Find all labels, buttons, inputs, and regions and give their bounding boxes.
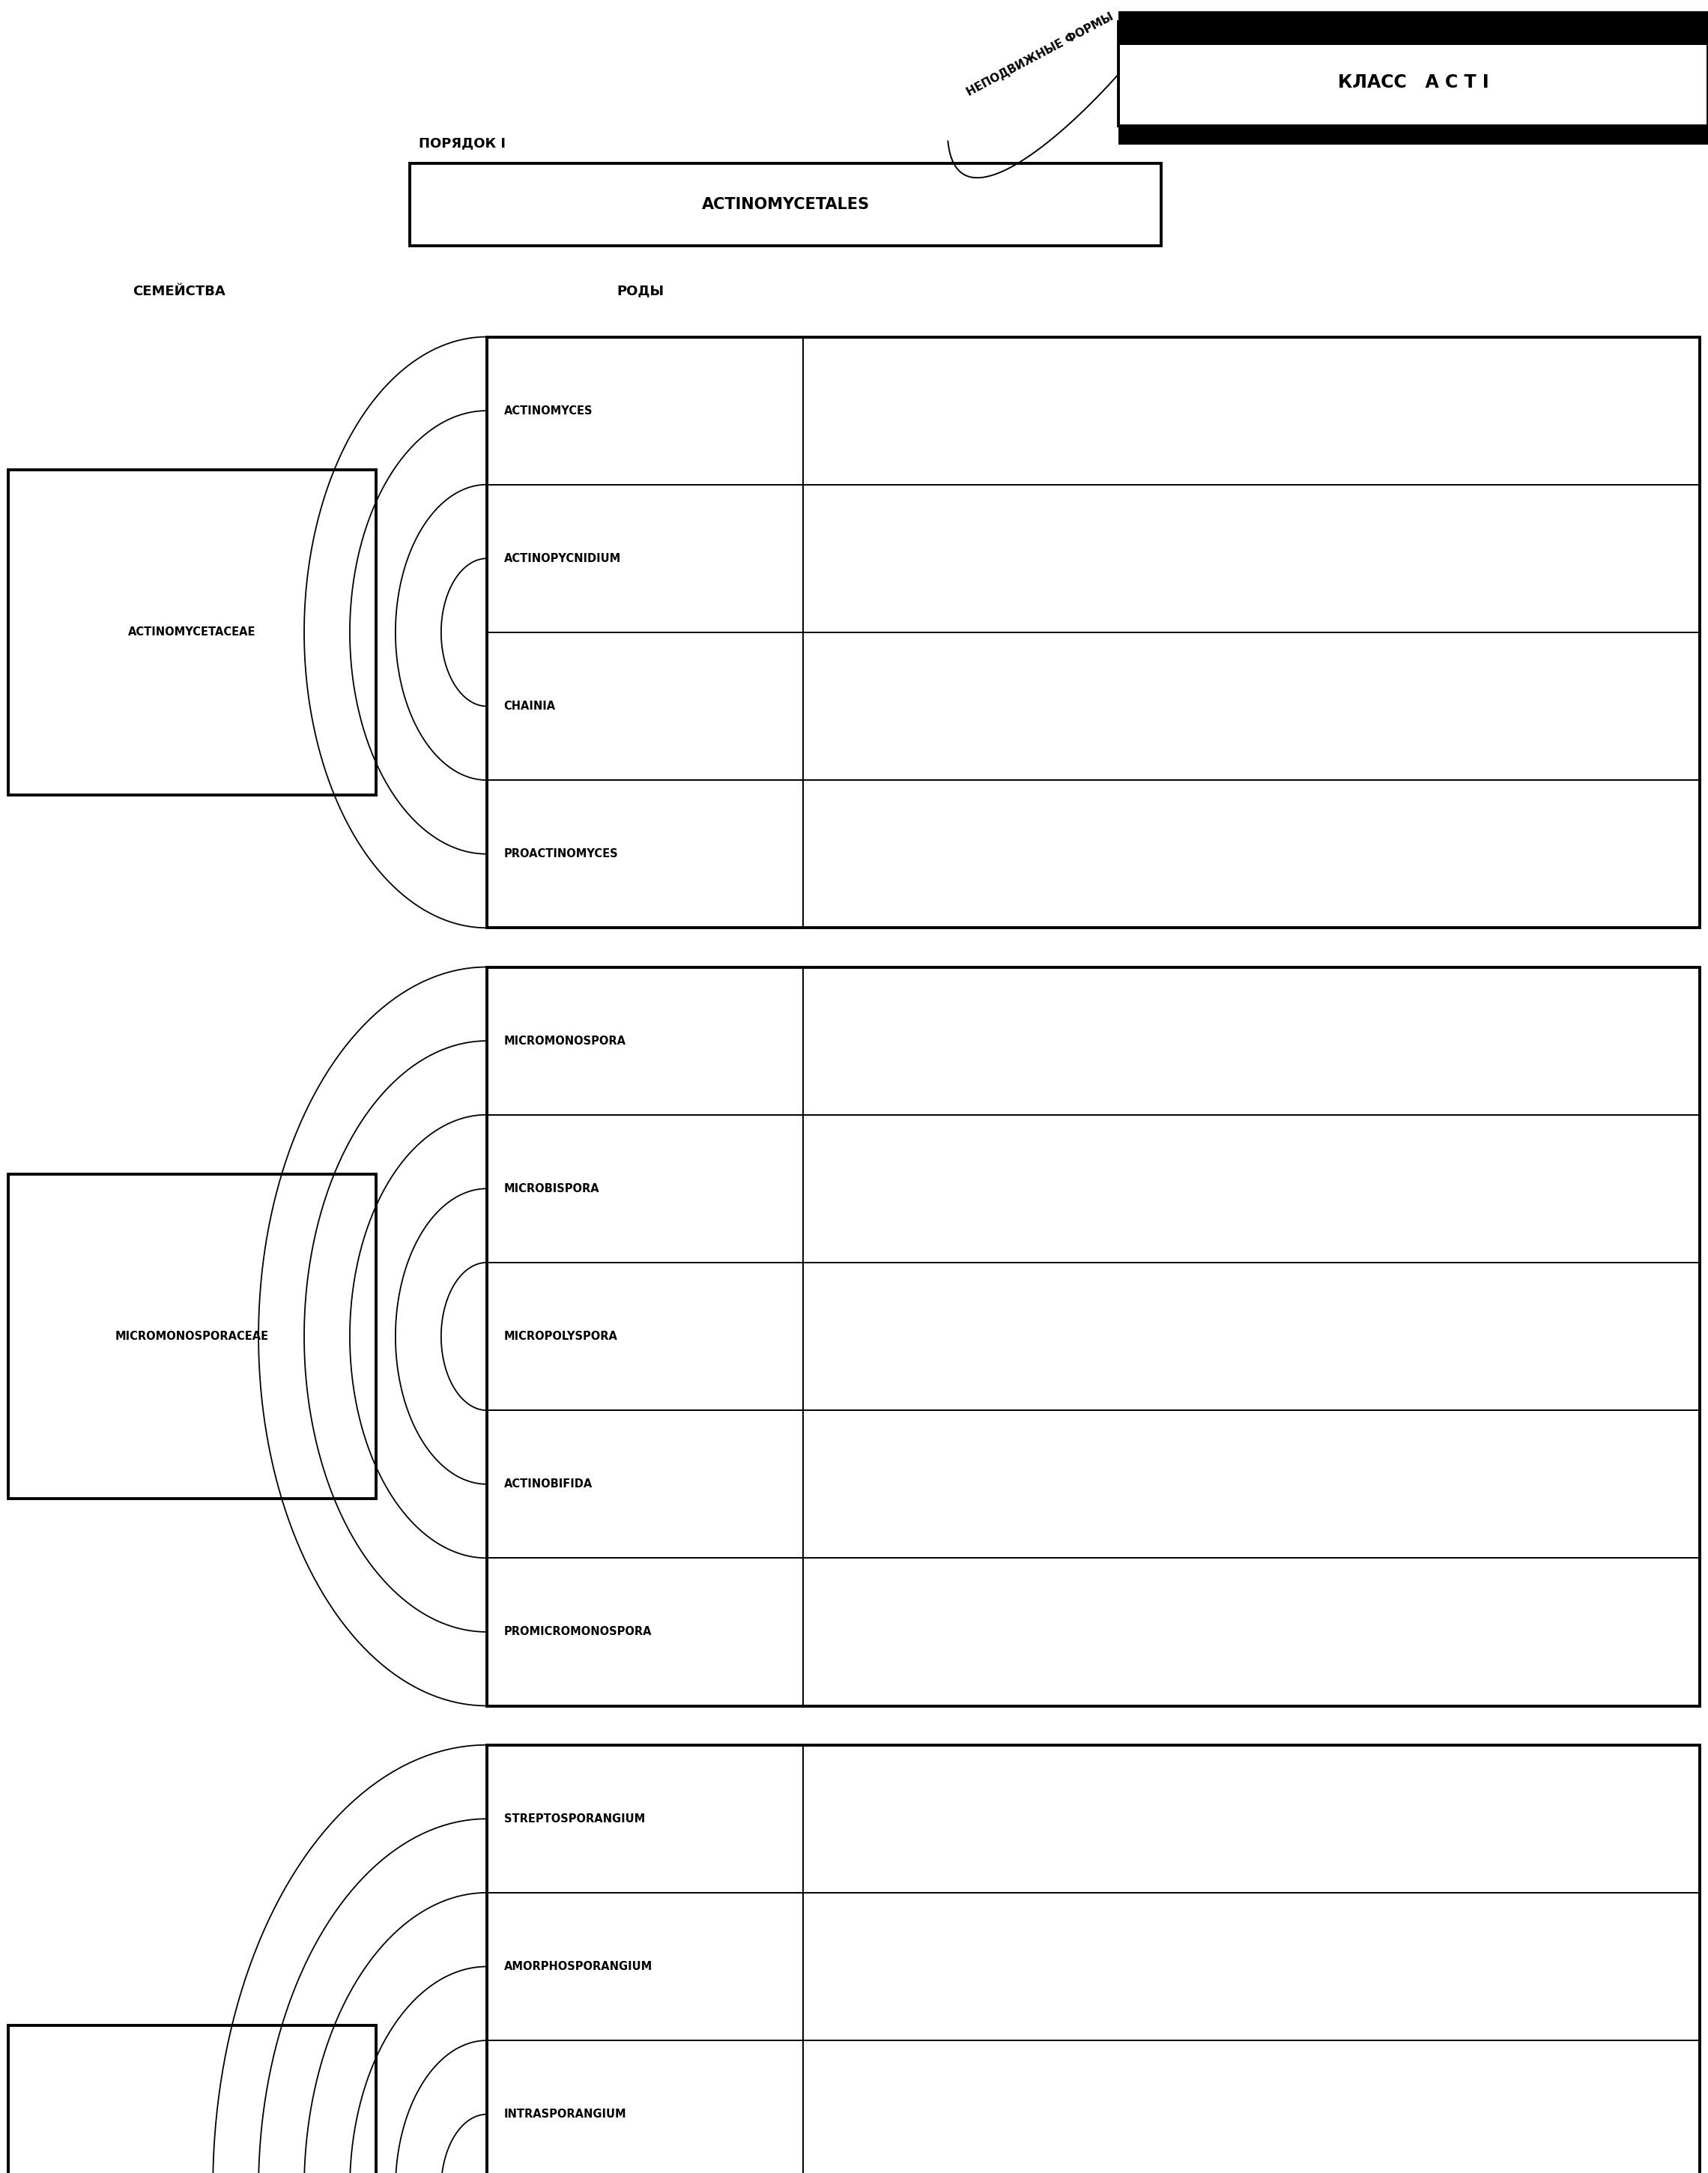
Text: PROMICROMONOSPORA: PROMICROMONOSPORA [504, 1625, 652, 1638]
Text: MICROBISPORA: MICROBISPORA [504, 1182, 600, 1195]
Text: ПОРЯДОК I: ПОРЯДОК I [418, 137, 506, 150]
Text: ACTINOMYCETALES: ACTINOMYCETALES [702, 198, 869, 211]
Text: ACTINOBIFIDA: ACTINOBIFIDA [504, 1478, 593, 1491]
Text: ACTINOMYCETACEAE: ACTINOMYCETACEAE [128, 626, 256, 639]
Text: ACTINOPYCNIDIUM: ACTINOPYCNIDIUM [504, 552, 622, 565]
Text: MICROMONOSPORACEAE: MICROMONOSPORACEAE [116, 1330, 268, 1343]
Text: КЛАСС   A C T I: КЛАСС A C T I [1337, 74, 1489, 91]
FancyBboxPatch shape [1119, 11, 1708, 46]
Text: CHAINIA: CHAINIA [504, 700, 555, 713]
FancyBboxPatch shape [9, 1173, 376, 1499]
Text: INTRASPORANGIUM: INTRASPORANGIUM [504, 2108, 627, 2121]
Text: MICROMONOSPORA: MICROMONOSPORA [504, 1034, 625, 1047]
Text: STREPTOSPORANGIUM: STREPTOSPORANGIUM [504, 1812, 646, 1825]
FancyBboxPatch shape [487, 337, 1699, 928]
FancyBboxPatch shape [487, 967, 1699, 1706]
Text: СЕМЕЙСТВА: СЕМЕЙСТВА [133, 285, 225, 298]
FancyBboxPatch shape [1119, 22, 1708, 126]
FancyBboxPatch shape [9, 2025, 376, 2173]
FancyBboxPatch shape [9, 469, 376, 795]
Text: PROACTINOMYCES: PROACTINOMYCES [504, 847, 618, 861]
Text: НЕПОДВИЖНЫЕ ФОРМЫ: НЕПОДВИЖНЫЕ ФОРМЫ [965, 11, 1115, 98]
FancyBboxPatch shape [1119, 126, 1708, 143]
FancyBboxPatch shape [410, 163, 1161, 246]
Text: MICROPOLYSPORA: MICROPOLYSPORA [504, 1330, 618, 1343]
Text: РОДЫ: РОДЫ [617, 285, 664, 298]
Text: ACTINOMYCES: ACTINOMYCES [504, 404, 593, 417]
FancyBboxPatch shape [487, 1745, 1699, 2173]
Text: AMORPHOSPORANGIUM: AMORPHOSPORANGIUM [504, 1960, 652, 1973]
